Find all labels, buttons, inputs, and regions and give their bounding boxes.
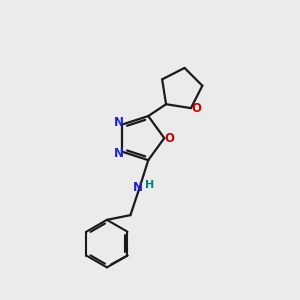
Text: N: N xyxy=(133,181,143,194)
Text: N: N xyxy=(114,116,124,129)
Text: O: O xyxy=(165,132,175,145)
Text: N: N xyxy=(114,147,124,160)
Text: H: H xyxy=(145,180,154,190)
Text: O: O xyxy=(191,102,201,115)
